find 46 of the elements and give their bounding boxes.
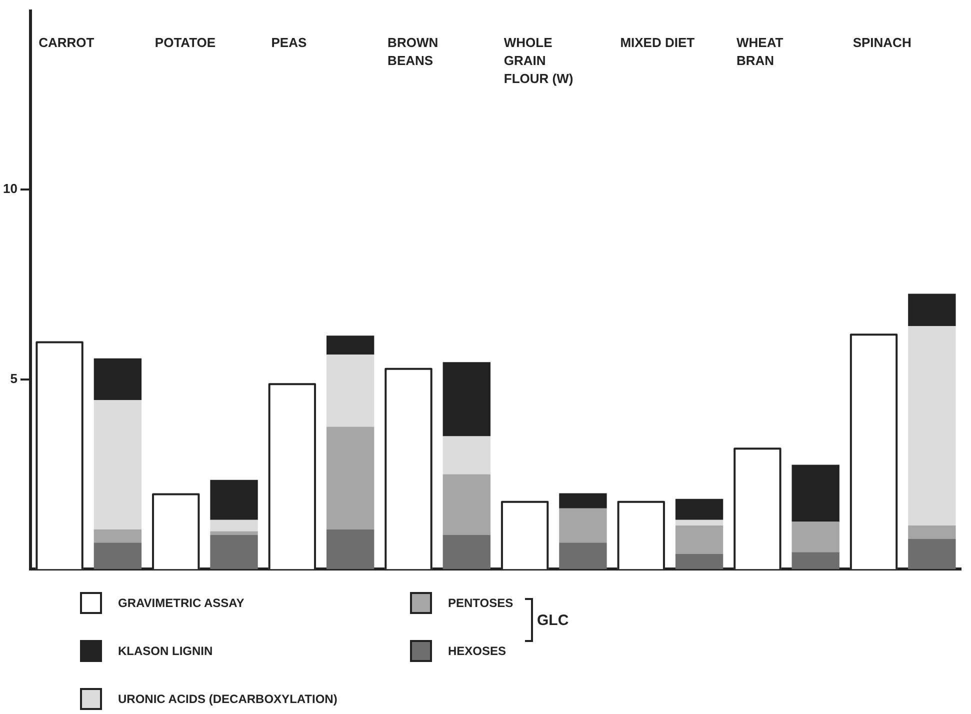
bar <box>94 400 142 530</box>
text: GLC <box>537 612 569 628</box>
legend-label: PENTOSES <box>448 596 514 610</box>
bar <box>442 362 490 436</box>
bar <box>559 508 607 543</box>
bar <box>675 520 724 526</box>
bar <box>908 326 956 526</box>
bar <box>210 480 258 520</box>
bar <box>792 522 840 552</box>
bar <box>792 464 840 522</box>
bar <box>326 426 374 530</box>
legend-label: KLASON LIGNIN <box>118 644 213 658</box>
bar <box>94 529 142 543</box>
bar <box>908 294 956 326</box>
legend-label: GRAVIMETRIC ASSAY <box>118 596 244 610</box>
y-tick-label: 5 <box>10 370 18 386</box>
x-tick-label: BROWN BEANS <box>388 34 438 68</box>
bar <box>908 526 956 539</box>
bar <box>908 538 956 570</box>
bar <box>442 436 490 474</box>
bar <box>94 358 142 400</box>
x-tick-label: PEAS <box>271 34 307 50</box>
bar <box>326 354 374 427</box>
x-tick-label: CARROT <box>38 34 94 50</box>
legend-label: URONIC ACIDS (DECARBOXYLATION) <box>118 692 338 706</box>
bar <box>94 542 142 570</box>
bar <box>792 552 840 570</box>
bar <box>559 493 607 508</box>
bar <box>675 554 724 570</box>
y-tick-label: 10 <box>2 180 18 196</box>
bar <box>210 535 258 570</box>
x-tick-label: SPINACH <box>852 34 912 50</box>
legend-label: HEXOSES <box>448 644 506 658</box>
bar <box>675 498 724 520</box>
bar <box>210 520 258 532</box>
x-tick-label: WHEAT BRAN <box>736 34 784 68</box>
bar <box>210 531 258 536</box>
x-tick-label: POTATOE <box>154 34 216 50</box>
bar <box>442 535 490 570</box>
x-tick-label: WHOLE GRAIN FLOUR (W) <box>504 34 574 86</box>
x-tick-label: MIXED DIET <box>620 34 695 50</box>
bar <box>326 336 374 355</box>
bar <box>675 526 724 554</box>
bar <box>326 529 374 570</box>
bar <box>442 474 490 536</box>
bar <box>559 542 607 570</box>
